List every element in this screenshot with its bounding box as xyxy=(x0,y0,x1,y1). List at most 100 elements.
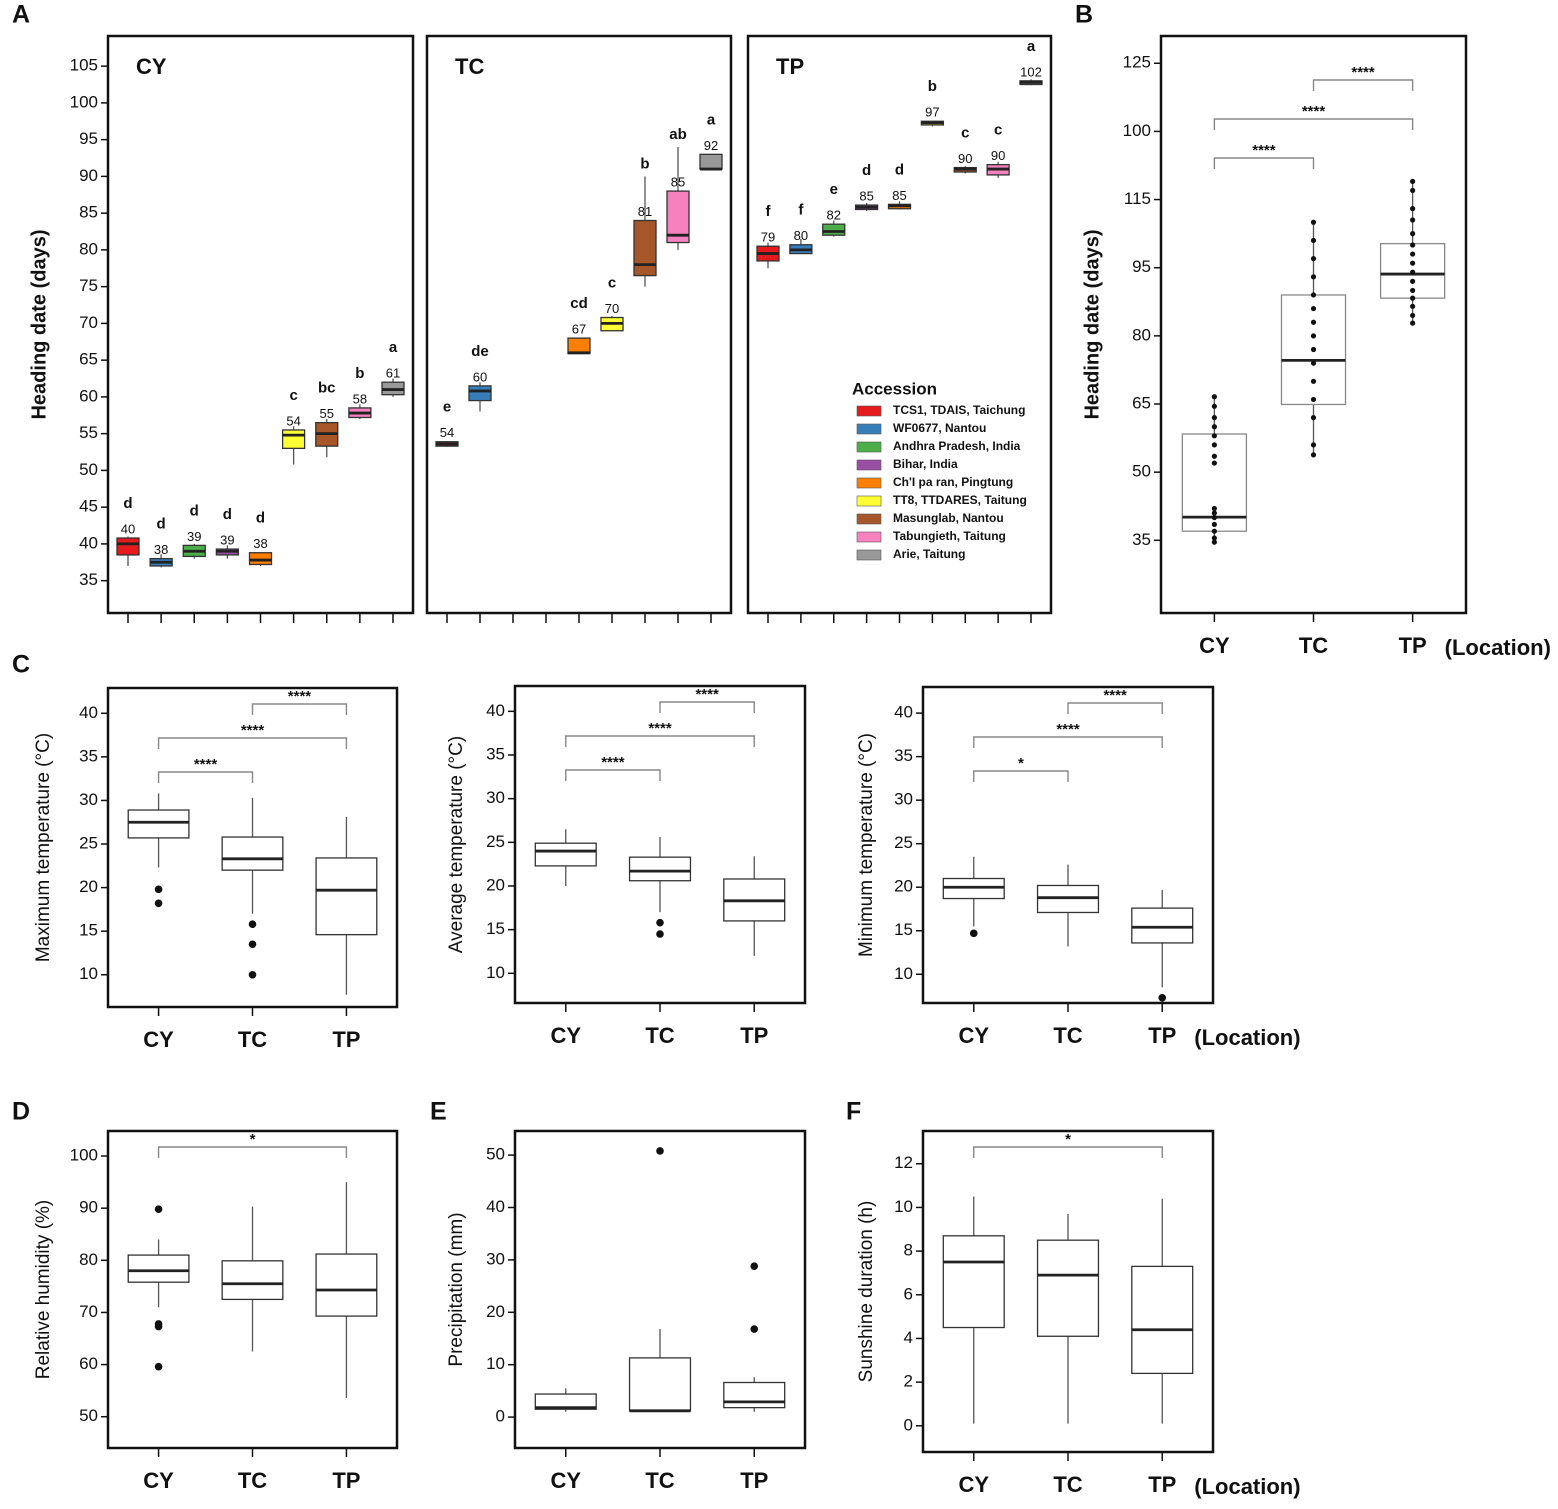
data-point xyxy=(1410,287,1416,294)
subplot-title: TC xyxy=(455,54,484,79)
y-tick-label: 20 xyxy=(486,1302,505,1321)
y-tick-label: 35 xyxy=(894,746,913,765)
y-tick-label: 10 xyxy=(486,1354,505,1373)
y-tick-label: 35 xyxy=(79,746,98,765)
data-point xyxy=(1410,206,1416,212)
box xyxy=(666,190,690,244)
significance-label: **** xyxy=(1351,64,1375,81)
value-label: 39 xyxy=(187,529,201,544)
legend-swatch xyxy=(856,477,882,489)
legend-label: Tabungieth, Taitung xyxy=(893,529,1006,543)
y-tick-label: 30 xyxy=(79,790,98,809)
data-point xyxy=(1211,505,1217,512)
value-label: 85 xyxy=(859,188,873,203)
box xyxy=(628,1357,692,1412)
significance-bracket xyxy=(973,770,1069,782)
significance-bracket xyxy=(157,771,254,783)
box xyxy=(315,857,378,936)
legend-label: Bihar, India xyxy=(893,457,958,471)
legend-swatch xyxy=(856,549,882,561)
legend-label: Ch'I pa ran, Pingtung xyxy=(893,475,1013,489)
y-tick-label: 10 xyxy=(894,1197,913,1216)
value-label: 38 xyxy=(253,536,267,551)
data-point xyxy=(1211,535,1217,541)
significance-bracket xyxy=(157,737,348,749)
legend-swatch xyxy=(856,495,882,507)
y-axis-label: Maximum temperature (°C) xyxy=(33,733,54,962)
y-tick-label: 25 xyxy=(894,833,913,852)
y-tick-label: 4 xyxy=(904,1328,913,1347)
significance-letter: e xyxy=(830,181,838,198)
x-tick-label: TC xyxy=(645,1023,674,1048)
x-tick-label: TC xyxy=(1053,1472,1082,1497)
data-point xyxy=(1310,346,1317,353)
y-tick-label: 65 xyxy=(1132,393,1151,412)
significance-bracket xyxy=(1213,157,1315,169)
x-tick-label: TC xyxy=(238,1027,267,1052)
outlier xyxy=(154,1322,163,1331)
data-point xyxy=(1310,396,1317,403)
significance-letter: cd xyxy=(570,295,588,312)
box xyxy=(221,1260,284,1301)
outlier xyxy=(154,885,163,894)
value-label: 102 xyxy=(1020,64,1042,79)
y-tick-label: 40 xyxy=(79,703,98,722)
y-tick-label: 10 xyxy=(486,963,505,982)
x-tick-label: CY xyxy=(550,1468,581,1493)
box xyxy=(116,537,140,556)
y-tick-label: 100 xyxy=(70,1146,98,1165)
y-tick-label: 55 xyxy=(79,423,98,442)
plot-frame xyxy=(746,34,1053,615)
value-label: 60 xyxy=(473,369,487,384)
panel-letter: F xyxy=(846,1098,861,1126)
value-label: 58 xyxy=(353,391,367,406)
significance-label: **** xyxy=(695,686,719,703)
significance-bracket xyxy=(1067,702,1163,714)
data-point xyxy=(1410,278,1416,284)
legend-label: TCS1, TDAIS, Taichung xyxy=(893,403,1025,417)
significance-letter: a xyxy=(1027,38,1036,55)
y-axis-label: Precipitation (mm) xyxy=(446,1212,467,1366)
data-point xyxy=(1211,433,1217,439)
significance-label: **** xyxy=(1252,142,1276,159)
data-point xyxy=(1410,217,1416,223)
y-axis-label: Heading date (days) xyxy=(28,229,50,419)
x-tick-label: TC xyxy=(1299,633,1328,658)
significance-bracket xyxy=(973,1146,1163,1158)
significance-letter: c xyxy=(961,125,969,142)
legend-swatch xyxy=(856,441,882,453)
y-axis-label: Average temperature (°C) xyxy=(446,736,467,953)
value-label: 90 xyxy=(991,148,1005,163)
box xyxy=(628,856,692,882)
significance-bracket xyxy=(565,735,755,747)
significance-label: **** xyxy=(648,720,672,737)
x-tick-label: CY xyxy=(958,1472,989,1497)
y-tick-label: 35 xyxy=(486,744,505,763)
value-label: 97 xyxy=(925,105,939,120)
outlier xyxy=(248,940,257,949)
data-point xyxy=(1310,415,1317,421)
data-point xyxy=(1211,424,1217,430)
significance-letter: d xyxy=(223,506,232,523)
y-tick-label: 40 xyxy=(486,701,505,720)
x-tick-label: CY xyxy=(550,1023,581,1048)
y-tick-label: 70 xyxy=(79,313,98,332)
data-point xyxy=(1211,403,1217,409)
value-label: 39 xyxy=(220,532,234,547)
legend-label: Andhra Pradesh, India xyxy=(893,439,1021,453)
legend-label: TT8, TTDARES, Taitung xyxy=(893,493,1027,507)
y-tick-label: 35 xyxy=(1132,530,1151,549)
box xyxy=(723,1381,786,1409)
value-label: 85 xyxy=(671,175,685,190)
data-point xyxy=(1310,292,1317,298)
box xyxy=(468,385,492,402)
data-point xyxy=(1310,274,1317,280)
y-axis-label: Sunshine duration (h) xyxy=(856,1201,877,1383)
subplot-title: CY xyxy=(136,54,167,79)
significance-letter: c xyxy=(289,387,297,404)
y-tick-label: 80 xyxy=(1132,325,1151,344)
legend-label: WF0677, Nantou xyxy=(893,421,986,435)
data-point xyxy=(1410,187,1416,194)
y-tick-label: 10 xyxy=(894,964,913,983)
legend-swatch xyxy=(856,513,882,525)
